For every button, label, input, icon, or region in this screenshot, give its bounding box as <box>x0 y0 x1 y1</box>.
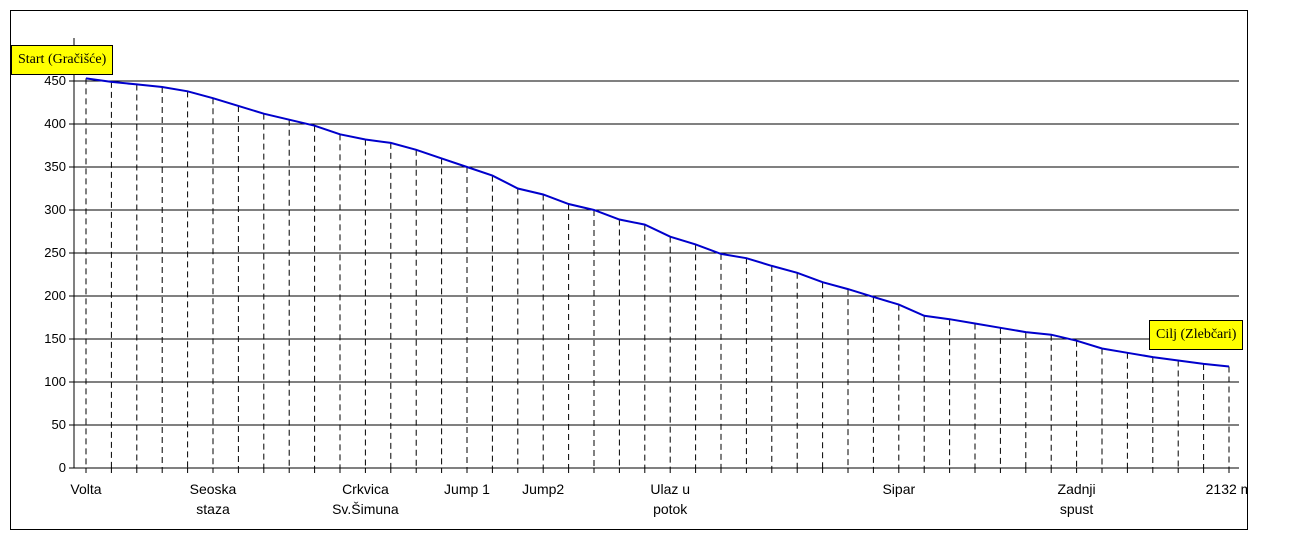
y-tick-label-250: 250 <box>44 245 66 260</box>
finish-annotation: Cilj (Zlebčari) <box>1149 320 1244 350</box>
y-tick-label-400: 400 <box>44 116 66 131</box>
x-tick-label: Volta <box>70 481 101 497</box>
x-tick-label: Sipar <box>882 481 915 497</box>
y-tick-label-150: 150 <box>44 331 66 346</box>
y-tick-label-0: 0 <box>59 460 66 475</box>
x-tick-label: Jump 1 <box>444 481 490 497</box>
x-tick-label: Ulaz u potok <box>650 481 690 517</box>
elevation-profile-chart: 0 50 100 150 200 250 300 350 400 450 Volta Seoska s… <box>44 38 1247 517</box>
y-tick-label-50: 50 <box>52 417 66 432</box>
y-tick-label-450: 450 <box>44 73 66 88</box>
start-annotation: Start (Gračišće) <box>11 45 114 75</box>
chart-frame: 0 50 100 150 200 250 300 350 400 450 Volta Seoska s… <box>10 10 1248 530</box>
x-tick-label: Crkvica Sv.Šimuna <box>332 481 399 517</box>
x-tick-label: Zadnji spust <box>1058 481 1096 517</box>
y-tick-label-350: 350 <box>44 159 66 174</box>
elevation-series-line <box>85 77 1230 368</box>
x-tick-label: 2132 m <box>1206 481 1247 497</box>
x-tick-label: Jump2 <box>522 481 564 497</box>
y-tick-label-300: 300 <box>44 202 66 217</box>
y-tick-label-200: 200 <box>44 288 66 303</box>
x-tick-label: Seoska staza <box>190 481 237 517</box>
y-tick-label-100: 100 <box>44 374 66 389</box>
